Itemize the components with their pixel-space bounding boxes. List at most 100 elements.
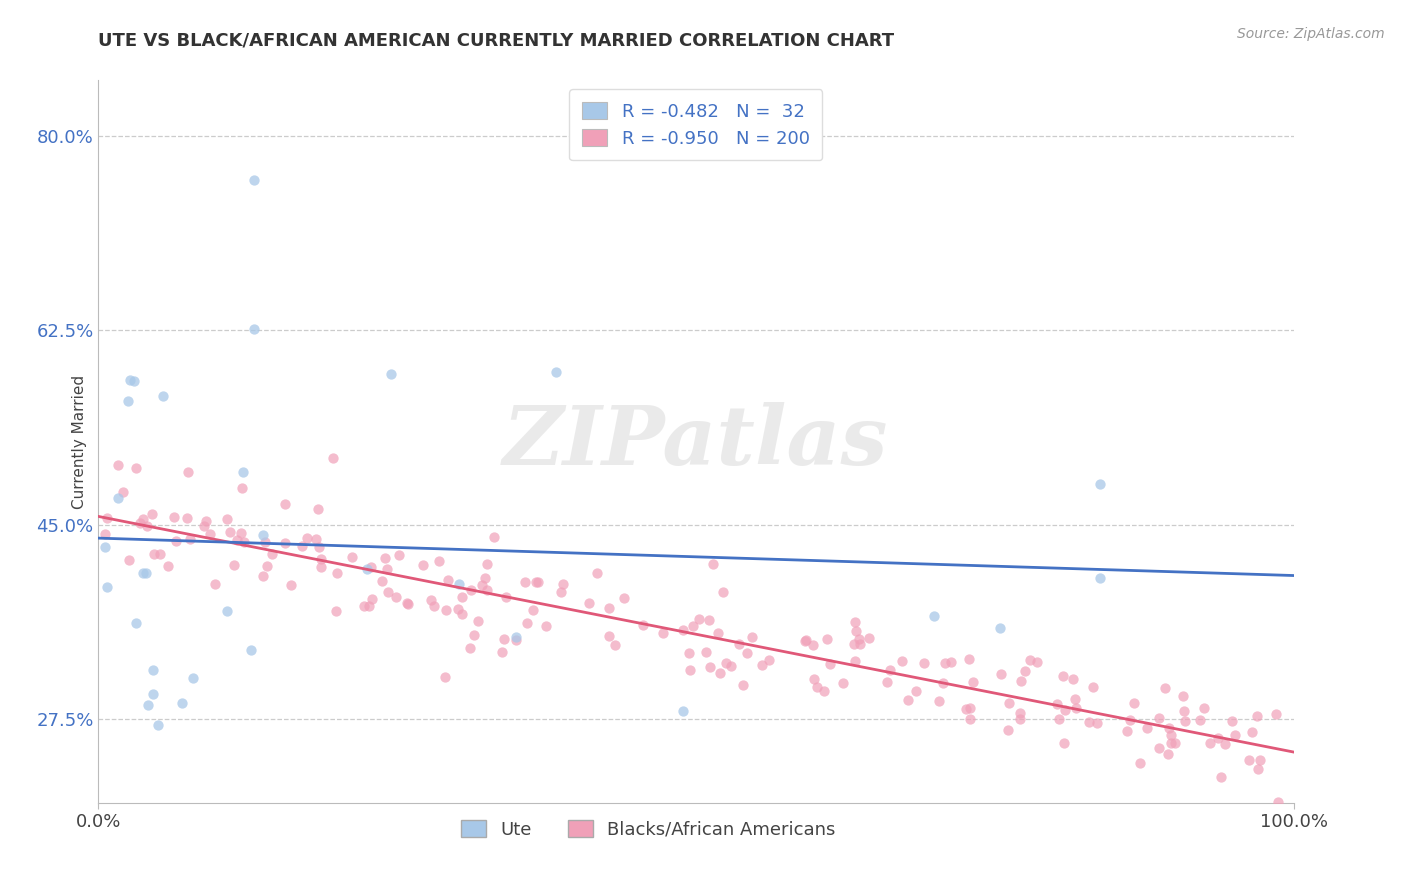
Point [243,173,266,187]
Point [156,559,179,574]
Point [534,618,557,632]
Point [633,618,655,632]
Point [495,590,517,604]
Point [832,676,855,690]
Point [152,389,174,403]
Point [420,593,443,607]
Point [793,633,815,648]
Point [204,577,226,591]
Point [1053,703,1076,717]
Point [803,672,825,686]
Point [141,507,163,521]
Point [132,566,155,580]
Point [1241,724,1264,739]
Point [1163,736,1185,750]
Point [962,675,984,690]
Point [142,663,165,677]
Point [1119,713,1142,727]
Point [447,602,470,616]
Point [136,698,159,713]
Point [516,616,538,631]
Point [550,585,572,599]
Point [274,535,297,549]
Point [477,557,499,571]
Point [135,566,157,580]
Point [505,632,527,647]
Point [890,654,912,668]
Point [460,583,482,598]
Point [1064,701,1087,715]
Point [1085,715,1108,730]
Point [492,632,515,646]
Point [678,646,700,660]
Point [1147,711,1170,725]
Point [1046,698,1069,712]
Point [474,571,496,585]
Point [136,519,159,533]
Point [842,637,865,651]
Point [505,630,527,644]
Point [707,625,730,640]
Point [176,466,198,480]
Point [702,557,724,571]
Point [125,615,148,630]
Point [988,621,1011,635]
Text: Source: ZipAtlas.com: Source: ZipAtlas.com [1237,27,1385,41]
Point [1189,713,1212,727]
Point [699,660,721,674]
Point [1223,728,1246,742]
Point [239,643,262,657]
Point [1053,736,1076,750]
Point [172,696,194,710]
Point [714,656,737,670]
Point [377,562,399,576]
Legend: Ute, Blacks/African Americans: Ute, Blacks/African Americans [451,811,845,848]
Point [997,696,1019,710]
Point [598,629,620,643]
Point [741,630,763,644]
Point [697,613,720,627]
Point [1171,689,1194,703]
Point [735,646,758,660]
Point [1008,706,1031,720]
Point [513,574,536,589]
Point [231,526,253,541]
Point [1019,653,1042,667]
Point [912,657,935,671]
Point [796,633,818,648]
Point [467,614,489,628]
Point [1010,673,1032,688]
Point [1159,721,1181,735]
Point [959,701,981,715]
Point [260,547,283,561]
Point [1154,681,1177,695]
Point [311,559,333,574]
Point [322,450,344,465]
Point [124,374,146,388]
Point [1122,696,1144,710]
Point [222,558,245,572]
Point [360,591,382,606]
Point [818,657,841,672]
Point [751,657,773,672]
Point [879,663,901,677]
Point [1010,712,1032,726]
Point [679,663,702,677]
Point [801,638,824,652]
Point [905,684,928,698]
Point [252,569,274,583]
Point [527,575,550,590]
Point [183,671,205,685]
Point [451,607,474,621]
Point [380,367,402,381]
Point [217,512,239,526]
Point [957,652,980,666]
Point [806,680,828,694]
Point [274,497,297,511]
Point [858,631,880,645]
Point [1136,721,1159,735]
Point [928,694,950,708]
Point [603,638,626,652]
Point [96,580,118,594]
Point [997,723,1019,738]
